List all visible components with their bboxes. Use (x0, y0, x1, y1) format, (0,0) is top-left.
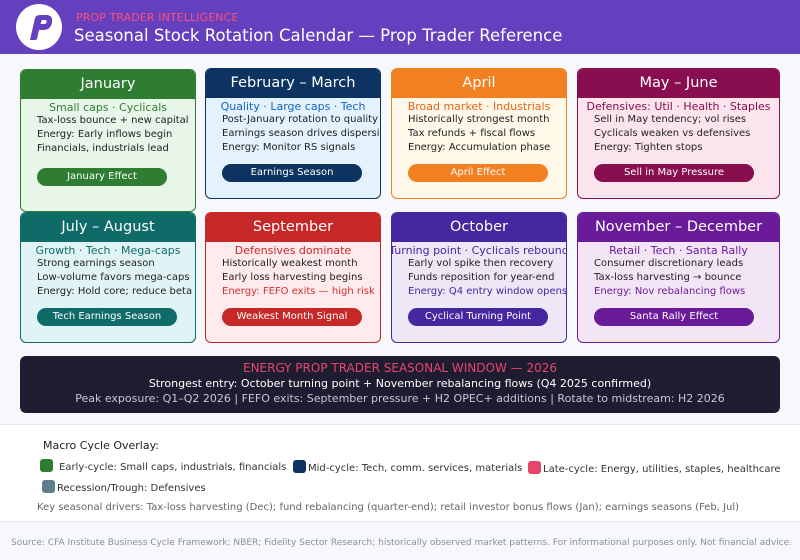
legend-item-late-cycle: Late-cycle: Energy, utilities, staples, … (528, 461, 781, 475)
card-line: Strong earnings season (37, 258, 155, 269)
card-line: Funds reposition for year-end (408, 272, 555, 283)
card-november-december: November – December Retail · Tech · Sant… (577, 212, 780, 343)
p-logo-icon (16, 4, 62, 50)
card-line: Energy: Accumulation phase (408, 142, 551, 153)
card-subtitle: Retail · Tech · Santa Rally (609, 244, 748, 257)
card-line: Energy: Tighten stops (594, 142, 703, 153)
legend-item-recession: Recession/Trough: Defensives (42, 480, 206, 494)
card-october: October Turning point · Cyclicals reboun… (391, 212, 567, 343)
header-kicker: PROP TRADER INTELLIGENCE (76, 11, 239, 24)
card-tag: Earnings Season (222, 164, 362, 182)
card-line: Energy: FEFO exits — high risk (222, 286, 375, 297)
card-line: Post-January rotation to quality (222, 114, 378, 125)
card-september: September Defensives dominate Historical… (205, 212, 381, 343)
card-january: January Small caps · Cyclicals Tax-loss … (20, 69, 196, 212)
card-line: Early loss harvesting begins (222, 272, 363, 283)
card-tag: Sell in May Pressure (594, 164, 754, 182)
legend-label: Early-cycle: Small caps, industrials, fi… (59, 462, 287, 473)
card-february-march: February – March Quality · Large caps · … (205, 68, 381, 199)
banner-line-exposure: Peak exposure: Q1–Q2 2026 | FEFO exits: … (75, 392, 725, 405)
legend-label: Recession/Trough: Defensives (57, 483, 206, 494)
card-subtitle: Quality · Large caps · Tech (220, 100, 366, 113)
card-title: July – August (21, 213, 195, 242)
card-title: May – June (578, 69, 779, 98)
card-line: Low-volume favors mega-caps (37, 272, 190, 283)
card-subtitle: Small caps · Cyclicals (49, 101, 167, 114)
card-title: September (206, 213, 380, 242)
early-cycle-swatch-icon (40, 459, 53, 472)
card-subtitle: Turning point · Cyclicals rebound (391, 244, 567, 257)
card-tag: January Effect (37, 168, 167, 186)
macro-cycle-legend: Macro Cycle Overlay: Early-cycle: Small … (0, 424, 800, 522)
legend-item-mid-cycle: Mid-cycle: Tech, comm. services, materia… (293, 460, 522, 474)
recession-swatch-icon (42, 480, 55, 493)
card-title: October (392, 213, 566, 242)
card-line: Energy: Nov rebalancing flows (594, 286, 746, 297)
legend-label: Late-cycle: Energy, utilities, staples, … (543, 464, 781, 475)
card-line: Tax-loss harvesting → bounce (594, 272, 742, 283)
card-line: Energy: Monitor RS signals (222, 142, 356, 153)
late-cycle-swatch-icon (528, 461, 541, 474)
card-tag: April Effect (408, 164, 548, 182)
card-tag: Tech Earnings Season (37, 308, 177, 326)
card-line: Historically strongest month (408, 114, 550, 125)
card-line: Early vol spike then recovery (408, 258, 554, 269)
card-line: Energy: Q4 entry window opens (408, 286, 567, 297)
card-subtitle: Defensives: Util · Health · Staples (586, 100, 771, 113)
card-tag: Santa Rally Effect (594, 308, 754, 326)
card-subtitle: Defensives dominate (234, 244, 352, 257)
card-line: Tax refunds + fiscal flows (408, 128, 536, 139)
mid-cycle-swatch-icon (293, 460, 306, 473)
card-line: Earnings season drives dispersion (222, 128, 381, 139)
card-may-june: May – June Defensives: Util · Health · S… (577, 68, 780, 199)
card-line: Tax-loss bounce + new capital (37, 115, 189, 126)
header-bar: PROP TRADER INTELLIGENCE Seasonal Stock … (0, 0, 800, 54)
card-subtitle: Growth · Tech · Mega-caps (35, 244, 181, 257)
source-footnote: Source: CFA Institute Business Cycle Fra… (11, 538, 793, 548)
card-title: April (392, 69, 566, 98)
card-line: Historically weakest month (222, 258, 358, 269)
card-line: Financials, industrials lead (37, 143, 169, 154)
energy-window-banner: ENERGY PROP TRADER SEASONAL WINDOW — 202… (20, 356, 780, 413)
card-april: April Broad market · Industrials Histori… (391, 68, 567, 199)
card-line: Cyclicals weaken vs defensives (594, 128, 751, 139)
key-drivers-note: Key seasonal drivers: Tax-loss harvestin… (37, 502, 740, 513)
legend-title: Macro Cycle Overlay: (43, 439, 160, 452)
legend-item-early-cycle: Early-cycle: Small caps, industrials, fi… (40, 459, 286, 473)
card-line: Consumer discretionary leads (594, 258, 744, 269)
banner-title: ENERGY PROP TRADER SEASONAL WINDOW — 202… (242, 361, 557, 375)
page-title: Seasonal Stock Rotation Calendar — Prop … (74, 26, 563, 45)
card-tag: Cyclical Turning Point (408, 308, 548, 326)
card-title: February – March (206, 69, 380, 98)
card-subtitle: Broad market · Industrials (407, 100, 551, 113)
card-line: Energy: Early inflows begin (37, 129, 173, 140)
banner-line-entry: Strongest entry: October turning point +… (148, 377, 652, 390)
card-title: November – December (578, 213, 779, 242)
card-title: January (21, 70, 195, 99)
legend-label: Mid-cycle: Tech, comm. services, materia… (308, 463, 523, 474)
card-line: Energy: Hold core; reduce beta (37, 286, 193, 297)
card-line: Sell in May tendency; vol rises (594, 114, 747, 125)
card-tag: Weakest Month Signal (222, 308, 362, 326)
card-july-august: July – August Growth · Tech · Mega-caps … (20, 212, 196, 343)
